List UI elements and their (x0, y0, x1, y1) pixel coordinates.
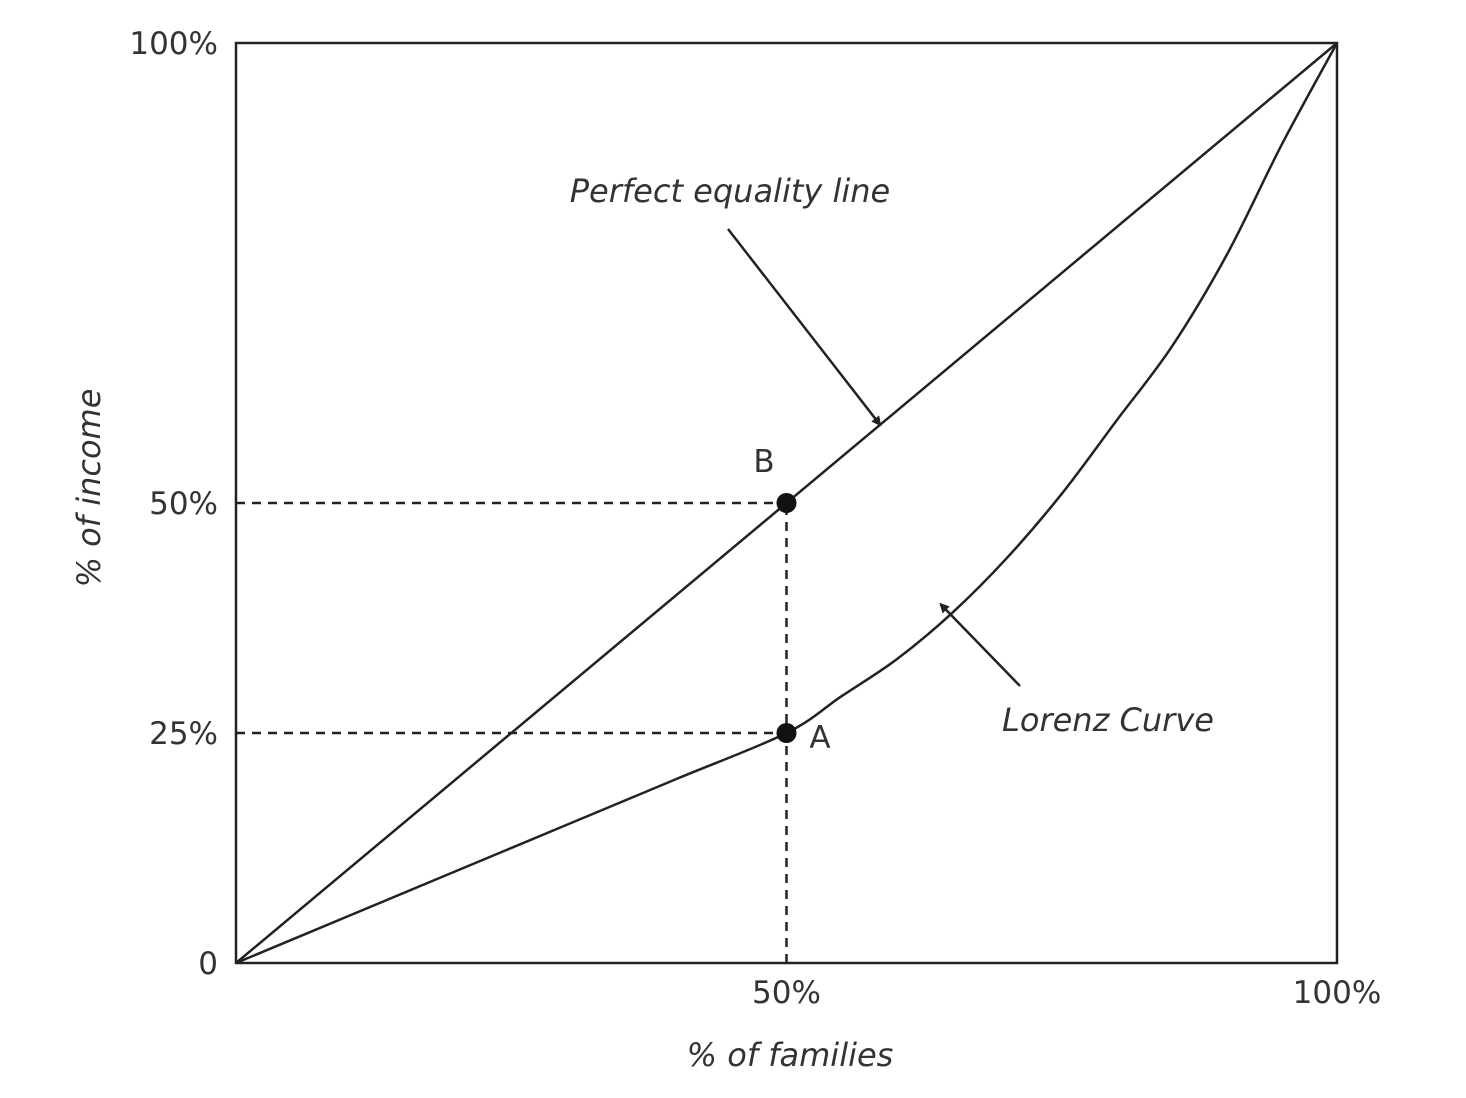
point-a (776, 723, 797, 743)
x-tick-label: 100% (1293, 975, 1382, 1011)
lorenz-curve-label: Lorenz Curve (1002, 701, 1214, 739)
annotation-arrows (727, 228, 1021, 687)
y-tick-label: 25% (149, 716, 218, 752)
point-b-label: B (753, 444, 774, 480)
perfect-equality-label: Perfect equality line (570, 172, 890, 210)
tick-labels: 50% 100% 0 25% 50% 100% (129, 26, 1381, 1011)
y-axis-title: % of income (70, 389, 108, 588)
series-lorenz-curve (235, 42, 1339, 965)
annotation-arrow-1 (939, 602, 1021, 687)
y-tick-label: 100% (129, 26, 218, 62)
data-points (776, 493, 797, 743)
point-a-label: A (809, 720, 830, 756)
annotation-arrow-0 (727, 228, 882, 427)
x-axis-title: % of families (687, 1036, 894, 1074)
x-tick-label: 50% (752, 975, 821, 1011)
y-tick-label: 50% (149, 486, 218, 522)
y-tick-label: 0 (198, 946, 218, 982)
point-b (776, 493, 797, 513)
